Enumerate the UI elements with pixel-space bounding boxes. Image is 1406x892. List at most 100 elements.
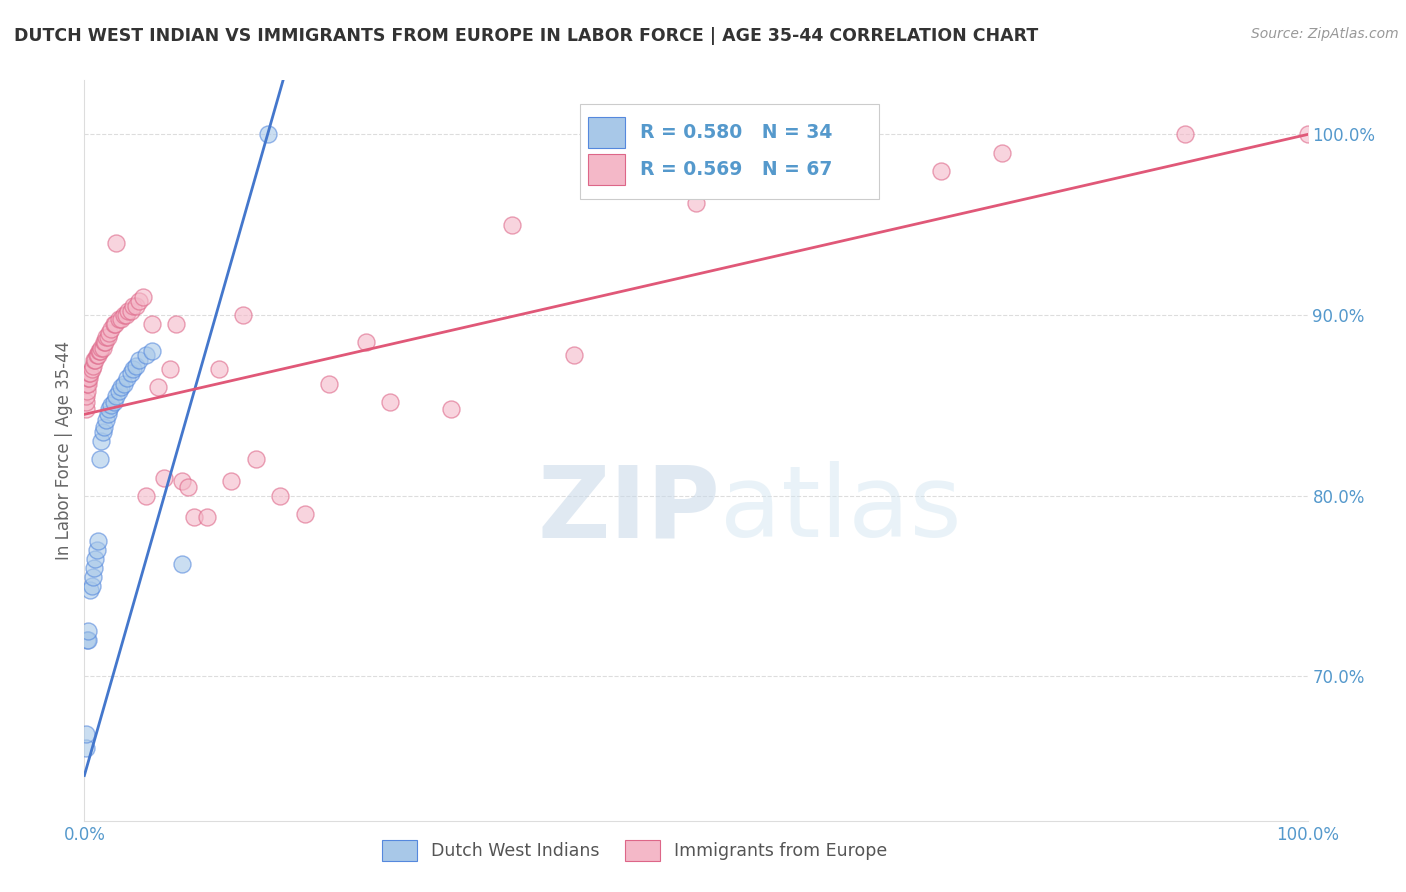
Point <box>125 359 148 373</box>
Point <box>83 353 105 368</box>
Point <box>75 401 97 416</box>
Point <box>83 561 105 575</box>
Point <box>991 145 1014 160</box>
Y-axis label: In Labor Force | Age 35-44: In Labor Force | Age 35-44 <box>55 341 73 560</box>
Point <box>159 362 181 376</box>
Point <box>112 308 135 322</box>
Point <box>87 348 110 362</box>
Point <box>232 308 254 322</box>
Point <box>135 348 157 362</box>
Point <box>76 376 98 391</box>
Point <box>269 489 291 503</box>
Point <box>82 570 104 584</box>
Point <box>172 558 194 572</box>
Text: R = 0.569   N = 67: R = 0.569 N = 67 <box>640 160 832 178</box>
Point <box>80 362 103 376</box>
Point <box>929 163 952 178</box>
Point <box>103 317 125 331</box>
Point <box>104 317 127 331</box>
Point <box>562 348 585 362</box>
Point <box>380 394 402 409</box>
Point <box>93 335 115 350</box>
Point <box>112 376 135 391</box>
Point <box>86 348 108 362</box>
Point <box>91 341 114 355</box>
Point <box>84 551 107 566</box>
Point <box>105 235 128 250</box>
Point <box>97 408 120 422</box>
Point <box>502 218 524 232</box>
Point <box>183 510 205 524</box>
Text: ZIP: ZIP <box>537 461 720 558</box>
Point <box>128 353 150 368</box>
Text: R = 0.580   N = 34: R = 0.580 N = 34 <box>640 122 832 142</box>
Point <box>97 326 120 340</box>
Point <box>77 371 100 385</box>
Point <box>128 293 150 308</box>
Point <box>318 376 340 391</box>
Point <box>120 366 142 380</box>
Point <box>82 359 104 373</box>
Point <box>107 384 129 398</box>
Point <box>90 341 112 355</box>
Point <box>77 366 100 380</box>
Point <box>195 510 218 524</box>
Point <box>141 344 163 359</box>
Point <box>440 401 463 416</box>
Point <box>110 380 132 394</box>
Point <box>93 420 115 434</box>
Point <box>100 322 122 336</box>
Point <box>208 362 231 376</box>
Point <box>75 394 97 409</box>
Point <box>153 470 176 484</box>
Legend: Dutch West Indians, Immigrants from Europe: Dutch West Indians, Immigrants from Euro… <box>375 833 894 868</box>
Point <box>165 317 187 331</box>
Point <box>141 317 163 331</box>
Point <box>294 507 316 521</box>
Point <box>107 311 129 326</box>
Point <box>117 304 139 318</box>
Point <box>89 452 111 467</box>
Point <box>77 633 100 648</box>
Point <box>120 304 142 318</box>
Point <box>94 335 117 350</box>
Point <box>80 579 103 593</box>
Point <box>115 308 138 322</box>
Point <box>177 479 200 493</box>
Point <box>86 542 108 557</box>
Point <box>75 741 97 756</box>
Point <box>91 425 114 440</box>
FancyBboxPatch shape <box>588 117 626 148</box>
FancyBboxPatch shape <box>588 153 626 185</box>
Point <box>1296 128 1319 142</box>
Text: DUTCH WEST INDIAN VS IMMIGRANTS FROM EUROPE IN LABOR FORCE | AGE 35-44 CORRELATI: DUTCH WEST INDIAN VS IMMIGRANTS FROM EUR… <box>14 27 1038 45</box>
Point <box>97 401 120 416</box>
Point <box>75 727 97 741</box>
Point <box>89 344 111 359</box>
Point <box>79 366 101 380</box>
Point <box>122 299 145 313</box>
Point <box>807 181 830 195</box>
Point <box>84 353 107 368</box>
Point <box>354 335 377 350</box>
Point <box>87 533 110 548</box>
Point <box>132 290 155 304</box>
Point <box>257 128 280 142</box>
Point <box>75 389 97 403</box>
FancyBboxPatch shape <box>579 104 880 199</box>
Point <box>77 624 100 638</box>
Point <box>125 299 148 313</box>
Point <box>685 196 707 211</box>
Point <box>110 311 132 326</box>
Point <box>96 413 118 427</box>
Point <box>79 582 101 597</box>
Point <box>76 384 98 398</box>
Point <box>77 371 100 385</box>
Point <box>172 474 194 488</box>
Point <box>122 362 145 376</box>
Point <box>76 633 98 648</box>
Point <box>103 394 125 409</box>
Point <box>90 434 112 449</box>
Point <box>100 398 122 412</box>
Point <box>135 489 157 503</box>
